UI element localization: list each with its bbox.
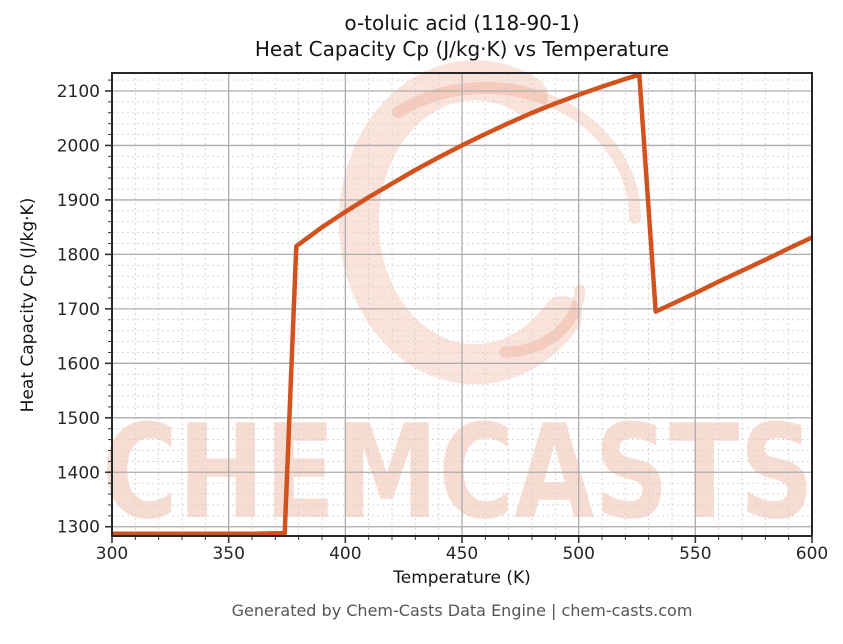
x-axis-label: Temperature (K): [393, 568, 531, 588]
y-tick-label: 1300: [57, 518, 100, 538]
chart-title-line2: Heat Capacity Cp (J/kg·K) vs Temperature: [254, 37, 670, 61]
watermark-logo-swirl-icon: [338, 60, 582, 385]
y-tick-label: 1600: [57, 354, 100, 374]
x-tick-label: 450: [446, 544, 478, 564]
y-tick-label: 1800: [57, 245, 100, 265]
x-tick-label: 400: [329, 544, 361, 564]
x-tick-label: 550: [679, 544, 711, 564]
y-tick-label: 1500: [57, 409, 100, 429]
y-tick-label: 2000: [57, 136, 100, 156]
chart-title-line1: o-toluic acid (118-90-1): [344, 11, 580, 35]
gridline-layer: [111, 73, 813, 536]
y-tick-label: 1700: [57, 300, 100, 320]
axes-frame-layer: [105, 72, 813, 543]
x-tick-label: 300: [96, 544, 128, 564]
y-axis-label: Heat Capacity Cp (J/kg·K): [18, 197, 38, 413]
tick-label-layer: 300 350 400 450 500 550 600 1300 1400 1500 1600 170…: [57, 82, 828, 564]
y-tick-label: 2100: [57, 82, 100, 102]
watermark-layer: CHEMCASTS: [102, 60, 814, 548]
x-tick-label: 600: [796, 544, 828, 564]
chart-title: o-toluic acid (118-90-1) Heat Capacity C…: [112, 10, 812, 62]
data-series-layer: [112, 72, 813, 537]
x-tick-label: 350: [212, 544, 244, 564]
y-tick-label: 1400: [57, 463, 100, 483]
cp-vs-temperature-line: [112, 72, 813, 537]
y-tick-label: 1900: [57, 191, 100, 211]
x-tick-label: 500: [562, 544, 594, 564]
footer-attribution: Generated by Chem-Casts Data Engine | ch…: [231, 601, 693, 620]
watermark-logo-swirl-icon: [499, 284, 586, 358]
